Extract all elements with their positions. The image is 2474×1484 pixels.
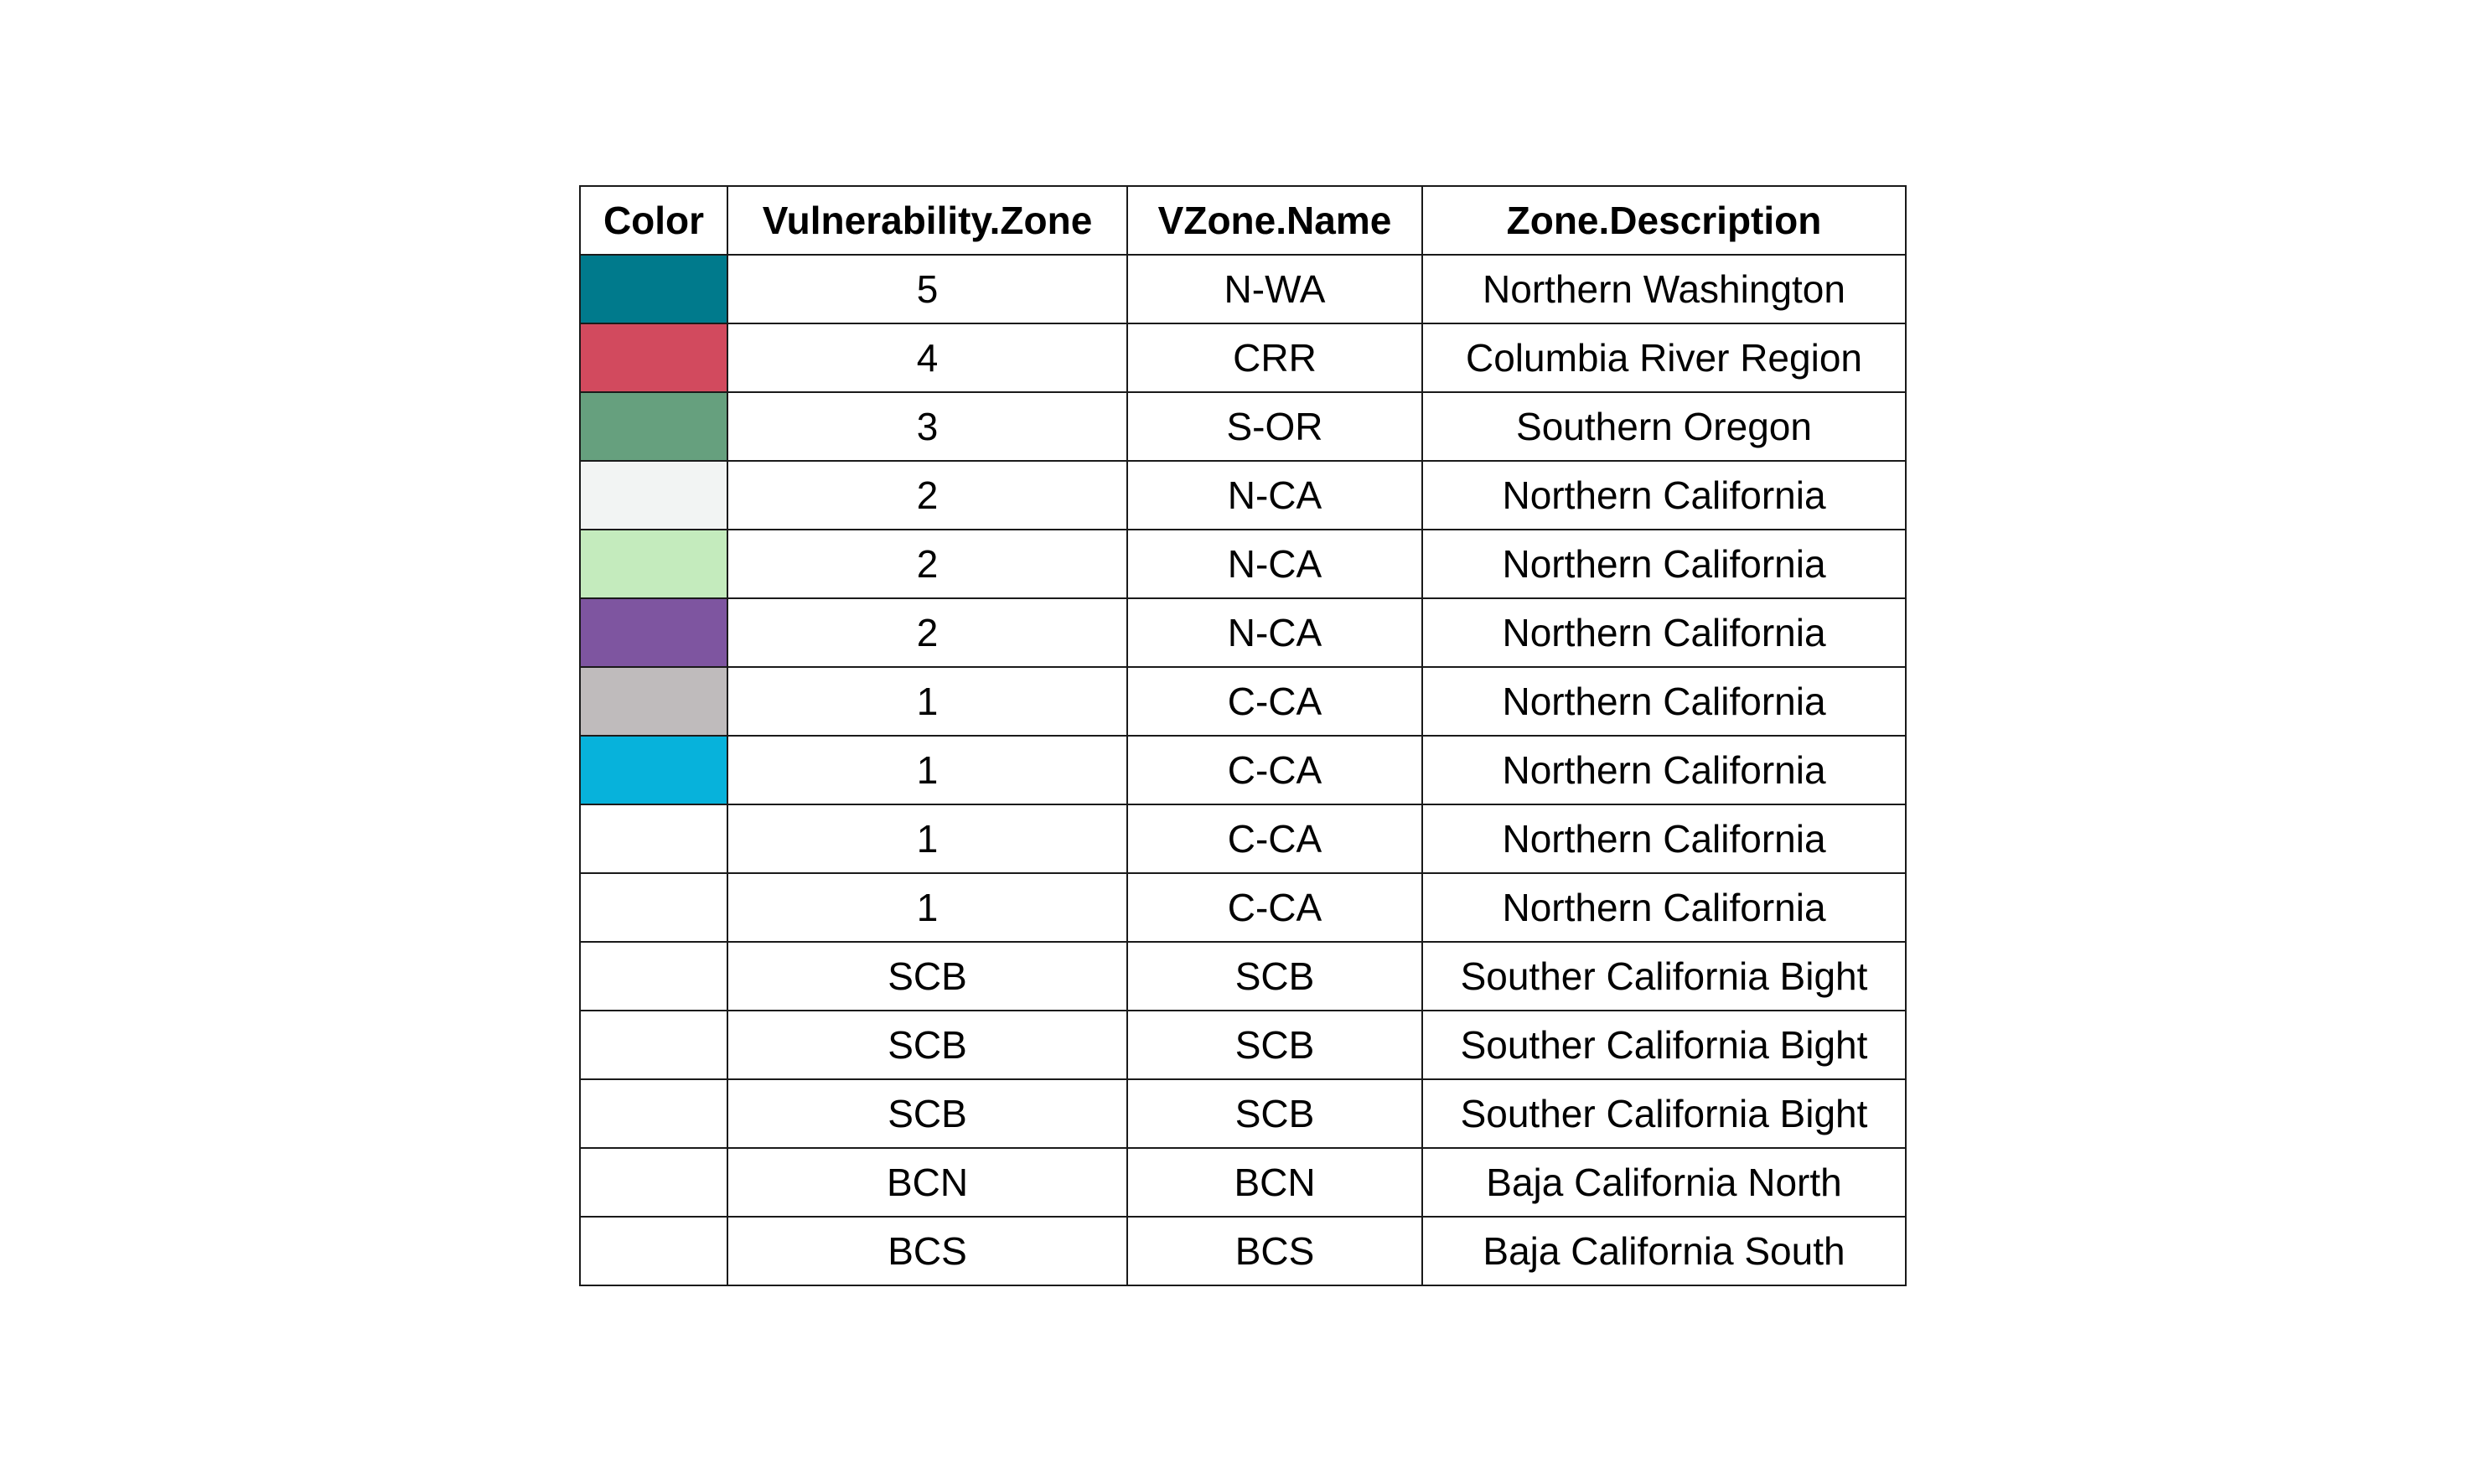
color-swatch bbox=[579, 460, 728, 530]
vzone-name-cell: BCN bbox=[1126, 1147, 1423, 1218]
vzone-name-cell: N-WA bbox=[1126, 254, 1423, 324]
vzone-name-cell: C-CA bbox=[1126, 872, 1423, 943]
table-row: SCB SCB Souther California Bight bbox=[579, 1010, 1907, 1080]
color-swatch bbox=[579, 941, 728, 1011]
zone-description-cell: Northern California bbox=[1421, 872, 1907, 943]
zone-description-cell: Souther California Bight bbox=[1421, 1010, 1907, 1080]
zone-description-cell: Northern California bbox=[1421, 666, 1907, 737]
vzone-name-cell: BCS bbox=[1126, 1216, 1423, 1286]
zone-description-cell: Columbia River Region bbox=[1421, 323, 1907, 393]
zone-description-cell: Northern California bbox=[1421, 804, 1907, 874]
vzone-name-cell: N-CA bbox=[1126, 597, 1423, 668]
vulnerability-zone-cell: 4 bbox=[727, 323, 1128, 393]
table-row: 1 C-CA Northern California bbox=[579, 872, 1907, 943]
table-body: 5 N-WA Northern Washington 4 CRR Columbia Riv… bbox=[579, 254, 1907, 1286]
vzone-name-cell: C-CA bbox=[1126, 666, 1423, 737]
color-swatch bbox=[579, 666, 728, 737]
header-color: Color bbox=[579, 185, 728, 256]
vulnerability-zone-table: Color Vulnerability.Zone VZone.Name Zone… bbox=[579, 185, 1907, 1286]
vzone-name-cell: N-CA bbox=[1126, 460, 1423, 530]
zone-description-cell: Southern Oregon bbox=[1421, 391, 1907, 462]
header-zone-description: Zone.Description bbox=[1421, 185, 1907, 256]
table-row: BCS BCS Baja California South bbox=[579, 1216, 1907, 1286]
color-swatch bbox=[579, 323, 728, 393]
vzone-name-cell: C-CA bbox=[1126, 804, 1423, 874]
color-swatch bbox=[579, 1147, 728, 1218]
table-row: 1 C-CA Northern California bbox=[579, 666, 1907, 737]
vulnerability-zone-cell: BCS bbox=[727, 1216, 1128, 1286]
vulnerability-zone-cell: BCN bbox=[727, 1147, 1128, 1218]
zone-description-cell: Northern California bbox=[1421, 735, 1907, 805]
color-swatch bbox=[579, 597, 728, 668]
vzone-name-cell: C-CA bbox=[1126, 735, 1423, 805]
color-swatch bbox=[579, 1010, 728, 1080]
header-vzone-name: VZone.Name bbox=[1126, 185, 1423, 256]
vulnerability-zone-cell: 2 bbox=[727, 460, 1128, 530]
color-swatch bbox=[579, 735, 728, 805]
vulnerability-zone-cell: 1 bbox=[727, 804, 1128, 874]
table-row: SCB SCB Souther California Bight bbox=[579, 1078, 1907, 1149]
table-row: 2 N-CA Northern California bbox=[579, 460, 1907, 530]
color-swatch bbox=[579, 391, 728, 462]
table-row: 3 S-OR Southern Oregon bbox=[579, 391, 1907, 462]
color-swatch bbox=[579, 254, 728, 324]
table-row: 2 N-CA Northern California bbox=[579, 597, 1907, 668]
zone-description-cell: Northern California bbox=[1421, 460, 1907, 530]
vulnerability-zone-cell: 2 bbox=[727, 529, 1128, 599]
table-row: SCB SCB Souther California Bight bbox=[579, 941, 1907, 1011]
color-swatch bbox=[579, 1216, 728, 1286]
zone-description-cell: Baja California North bbox=[1421, 1147, 1907, 1218]
vulnerability-zone-cell: SCB bbox=[727, 941, 1128, 1011]
vulnerability-zone-cell: 3 bbox=[727, 391, 1128, 462]
zone-description-cell: Souther California Bight bbox=[1421, 941, 1907, 1011]
table-row: 5 N-WA Northern Washington bbox=[579, 254, 1907, 324]
zone-description-cell: Northern California bbox=[1421, 597, 1907, 668]
vzone-name-cell: N-CA bbox=[1126, 529, 1423, 599]
vzone-name-cell: CRR bbox=[1126, 323, 1423, 393]
vulnerability-zone-cell: 2 bbox=[727, 597, 1128, 668]
color-swatch bbox=[579, 804, 728, 874]
table-row: 2 N-CA Northern California bbox=[579, 529, 1907, 599]
vzone-name-cell: SCB bbox=[1126, 1078, 1423, 1149]
color-swatch bbox=[579, 1078, 728, 1149]
table-row: 4 CRR Columbia River Region bbox=[579, 323, 1907, 393]
vulnerability-zone-cell: 1 bbox=[727, 666, 1128, 737]
vulnerability-zone-cell: 5 bbox=[727, 254, 1128, 324]
vulnerability-zone-cell: 1 bbox=[727, 735, 1128, 805]
vulnerability-zone-cell: 1 bbox=[727, 872, 1128, 943]
zone-description-cell: Northern California bbox=[1421, 529, 1907, 599]
header-row: Color Vulnerability.Zone VZone.Name Zone… bbox=[579, 185, 1907, 256]
zone-description-cell: Northern Washington bbox=[1421, 254, 1907, 324]
vzone-name-cell: S-OR bbox=[1126, 391, 1423, 462]
table-row: BCN BCN Baja California North bbox=[579, 1147, 1907, 1218]
color-swatch bbox=[579, 529, 728, 599]
vzone-name-cell: SCB bbox=[1126, 941, 1423, 1011]
table-row: 1 C-CA Northern California bbox=[579, 804, 1907, 874]
vzone-name-cell: SCB bbox=[1126, 1010, 1423, 1080]
zone-description-cell: Baja California South bbox=[1421, 1216, 1907, 1286]
vulnerability-zone-cell: SCB bbox=[727, 1078, 1128, 1149]
table-row: 1 C-CA Northern California bbox=[579, 735, 1907, 805]
vulnerability-zone-cell: SCB bbox=[727, 1010, 1128, 1080]
color-swatch bbox=[579, 872, 728, 943]
header-vulnerability-zone: Vulnerability.Zone bbox=[727, 185, 1128, 256]
zone-description-cell: Souther California Bight bbox=[1421, 1078, 1907, 1149]
